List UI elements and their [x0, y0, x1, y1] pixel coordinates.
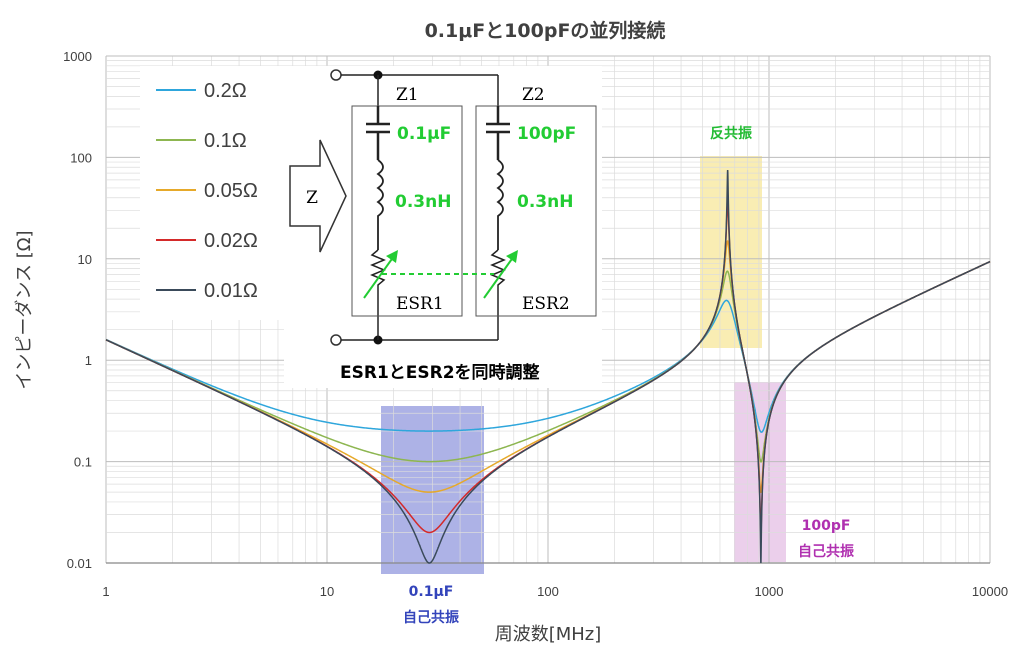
series-lines: [105, 170, 991, 564]
y-axis-label: インピーダンス [Ω]: [14, 230, 35, 389]
x-tick-label: 1000: [755, 584, 784, 599]
series-line-1: [105, 260, 991, 463]
y-tick-label: 10: [78, 252, 92, 267]
x-axis-label: 周波数[MHz]: [495, 624, 602, 645]
inductor-2-symbol: [496, 159, 504, 250]
y-tick-label: 100: [70, 150, 92, 165]
series-line-4: [105, 170, 991, 564]
selfres-01uf-label-a: 0.1μF: [409, 584, 454, 600]
circuit-diagram: Z Z1 Z2: [284, 66, 602, 388]
selfres-100pf-label-b: 自己共振: [798, 543, 854, 560]
esr1-label: ESR1: [396, 294, 444, 314]
variable-arrow-2: [483, 250, 518, 299]
legend-label: 0.01Ω: [204, 280, 258, 302]
selfres-100pf-label-a: 100pF: [802, 518, 851, 534]
legend-label: 0.2Ω: [204, 80, 247, 102]
chart-title: 0.1μFと100pFの並列接続: [425, 19, 666, 42]
c2-label: 100pF: [517, 124, 576, 144]
y-tick-label: 1: [85, 353, 92, 368]
terminal-top: [330, 69, 342, 81]
y-tick-label: 0.01: [67, 556, 92, 571]
terminal-bottom: [330, 334, 342, 346]
legend: 0.2Ω 0.1Ω 0.05Ω 0.02Ω 0.01Ω: [140, 66, 300, 320]
selfres-01uf-label-b: 自己共振: [403, 609, 459, 626]
y-tick-label: 1000: [63, 49, 92, 64]
z1-box: [351, 105, 463, 317]
legend-label: 0.1Ω: [204, 130, 247, 152]
l2-label: 0.3nH: [517, 192, 573, 212]
circuit-panel: [284, 66, 602, 388]
y-tick-labels: 0.01 0.1 1 10 100 1000: [63, 49, 92, 571]
l1-label: 0.3nH: [395, 192, 451, 212]
series-line-0: [105, 260, 991, 433]
x-tick-label: 1: [102, 584, 109, 599]
inductor-1-symbol: [376, 159, 384, 250]
y-tick-label: 0.1: [74, 455, 92, 470]
capacitor-2-symbol: [486, 106, 510, 160]
z-arrow: [289, 139, 347, 253]
antiresonance-highlight: [700, 156, 762, 348]
esr2-label: ESR2: [522, 294, 570, 314]
x-tick-labels: 1 10 100 1000 10000: [102, 584, 1008, 599]
legend-label: 0.02Ω: [204, 230, 258, 252]
capacitor-1-symbol: [366, 106, 390, 160]
legend-label: 0.05Ω: [204, 180, 258, 202]
z1-label: Z1: [396, 85, 419, 105]
x-tick-label: 10: [320, 584, 334, 599]
z2-box: [475, 105, 597, 317]
z-arrow-label: Z: [306, 188, 318, 208]
x-tick-label: 100: [537, 584, 559, 599]
z2-label: Z2: [522, 85, 545, 105]
c1-label: 0.1μF: [397, 124, 451, 144]
x-tick-label: 10000: [972, 584, 1008, 599]
antiresonance-label: 反共振: [710, 125, 752, 142]
legend-panel: [140, 66, 300, 320]
variable-arrow-1: [363, 250, 398, 299]
esr-adjust-note: ESR1とESR2を同時調整: [340, 362, 540, 383]
